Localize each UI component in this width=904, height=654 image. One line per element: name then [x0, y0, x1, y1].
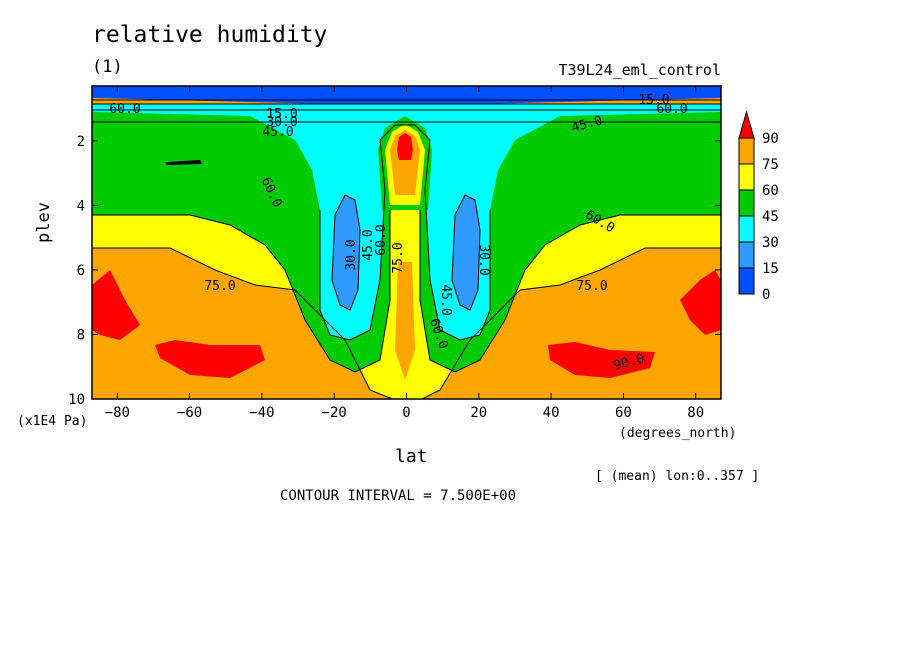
contour-label: 75.0: [204, 279, 235, 294]
x-axis-ticks: −80 −60 −40 −20 0 20 40 60 80: [105, 86, 704, 421]
contour-label: 45.0: [361, 229, 376, 260]
colorbar-label: 60: [762, 183, 779, 199]
colorbar-arrow: [738, 110, 755, 139]
run-label: T39L24_eml_control: [558, 61, 721, 79]
y-tick-label: 6: [77, 263, 85, 279]
x-axis-label: lat: [395, 446, 428, 467]
contour-label: 45.0: [262, 125, 293, 140]
contour-label: 60.0: [656, 102, 687, 117]
x-tick-label: −40: [249, 405, 274, 421]
x-tick-label: −80: [105, 405, 130, 421]
contour-interval-note: CONTOUR INTERVAL = 7.500E+00: [280, 488, 517, 504]
y-tick-label: 8: [77, 327, 85, 343]
mean-note: [ (mean) lon:0..357 ]: [595, 469, 760, 484]
colorbar-segment: [738, 137, 755, 165]
colorbar-segment: [738, 267, 755, 295]
x-tick-label: 20: [470, 405, 487, 421]
colorbar-label: 45: [762, 209, 779, 225]
y-tick-label: 2: [77, 134, 85, 150]
contour-label: 30.0: [344, 239, 359, 270]
contour-fill: [92, 86, 721, 399]
contour-label: 60.0: [109, 102, 140, 117]
colorbar: 0 15 30 45 60 75 90: [738, 110, 779, 303]
x-tick-label: 80: [687, 405, 704, 421]
colorbar-label: 75: [762, 157, 779, 173]
colorbar-label: 15: [762, 261, 779, 277]
chart-title: relative humidity: [92, 22, 328, 48]
colorbar-label: 90: [762, 131, 779, 147]
contour-label: 30.0: [476, 244, 491, 275]
x-tick-label: −20: [322, 405, 347, 421]
chart-subtitle: (1): [92, 57, 123, 77]
colorbar-segment: [738, 189, 755, 217]
y-axis-ticks: 2 4 6 8 10: [68, 134, 721, 408]
x-tick-label: 0: [402, 405, 410, 421]
colorbar-label: 30: [762, 235, 779, 251]
contour-label: 45.0: [438, 284, 453, 315]
x-tick-label: −60: [177, 405, 202, 421]
y-tick-label: 10: [68, 392, 85, 408]
y-axis-unit: (x1E4 Pa): [17, 414, 88, 429]
colorbar-label: 0: [762, 287, 770, 303]
contour-label: 75.0: [576, 279, 607, 294]
contour-label: 15.0: [266, 107, 297, 122]
x-axis-unit: (degrees_north): [619, 426, 737, 441]
x-tick-label: 60: [615, 405, 632, 421]
colorbar-segment: [738, 241, 755, 269]
contour-label: 15.0: [638, 93, 669, 108]
contour-label: 75.0: [391, 242, 406, 273]
contour-label: 60.0: [374, 224, 389, 255]
x-tick-label: 40: [543, 405, 560, 421]
contour-label: 30.0: [266, 115, 297, 130]
y-tick-label: 4: [77, 198, 85, 214]
colorbar-segment: [738, 215, 755, 243]
colorbar-segment: [738, 163, 755, 191]
